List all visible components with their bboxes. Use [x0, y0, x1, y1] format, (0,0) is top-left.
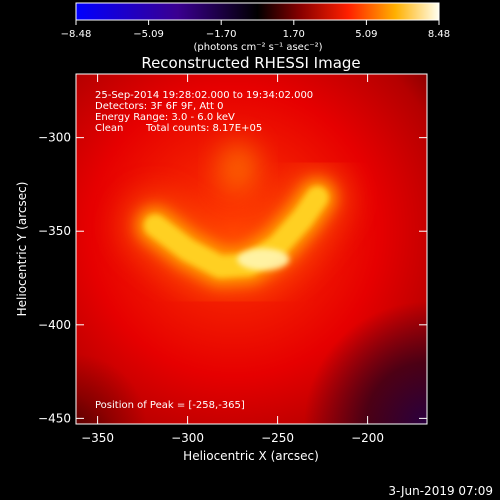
x-tick-label: −350 [81, 431, 114, 445]
x-tick-label: −250 [261, 431, 294, 445]
x-axis: −350 −300 −250 −200 [81, 74, 384, 445]
colorbar-unit-label: (photons cm⁻² s⁻¹ asec⁻²) [193, 42, 322, 53]
x-tick-label: −200 [351, 431, 384, 445]
peak-glow [237, 248, 290, 271]
peak-position-text: Position of Peak = [-258,-365] [95, 400, 245, 411]
footer-date: 3-Jun-2019 07:09 [388, 484, 493, 498]
x-tick-label: −300 [171, 431, 204, 445]
x-axis-label: Heliocentric X (arcsec) [183, 449, 319, 463]
secondary-source [218, 141, 258, 194]
colorbar-gradient [75, 2, 440, 21]
time-range-text: 25-Sep-2014 19:28:02.000 to 19:34:02.000 [95, 90, 313, 101]
y-tick-label: −300 [38, 131, 71, 145]
colorbar-tick-label: −5.09 [133, 29, 164, 40]
colorbar-ticks: −8.48 −5.09 −1.70 1.70 5.09 8.48 [61, 20, 450, 40]
colorbar-tick-label: −1.70 [206, 29, 237, 40]
plot-frame [75, 73, 428, 425]
heatmap-image [76, 74, 427, 424]
x-ray-source [120, 141, 353, 302]
annotation-block: 25-Sep-2014 19:28:02.000 to 19:34:02.000… [95, 90, 313, 411]
colorbar-tick-label: 8.48 [428, 29, 450, 40]
y-axis-label: Heliocentric Y (arcsec) [15, 182, 29, 317]
y-tick-label: −400 [38, 318, 71, 332]
method-text: Clean [95, 123, 123, 134]
colorbar-tick-label: 1.70 [283, 29, 305, 40]
chart-title: Reconstructed RHESSI Image [141, 54, 360, 72]
detectors-text: Detectors: 3F 6F 9F, Att 0 [95, 101, 223, 112]
energy-range-text: Energy Range: 3.0 - 6.0 keV [95, 112, 235, 123]
total-counts-text: Total counts: 8.17E+05 [145, 123, 262, 134]
colorbar-tick-label: 5.09 [355, 29, 377, 40]
colorbar-tick-label: −8.48 [61, 29, 92, 40]
colorbar: −8.48 −5.09 −1.70 1.70 5.09 8.48 (photons cm⁻… [61, 2, 450, 53]
y-axis: −450 −400 −350 −300 [38, 131, 427, 425]
y-tick-label: −450 [38, 411, 71, 425]
y-tick-label: −350 [38, 224, 71, 238]
